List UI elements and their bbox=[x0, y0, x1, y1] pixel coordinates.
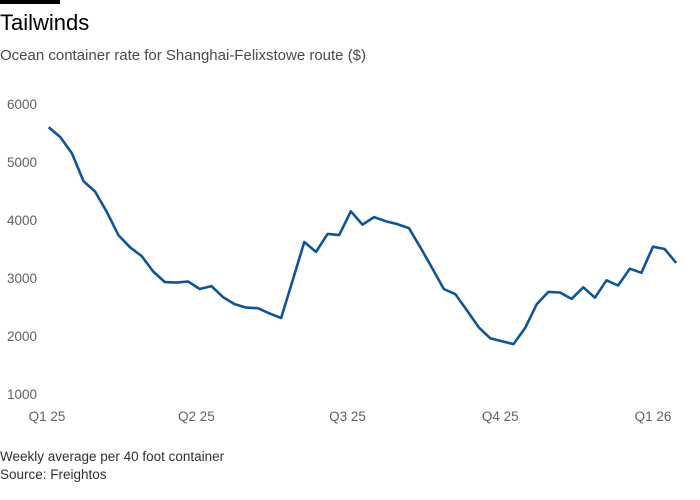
y-tick-label: 3000 bbox=[7, 271, 37, 286]
footnote: Weekly average per 40 foot container bbox=[0, 449, 225, 464]
brand-bar bbox=[0, 0, 60, 4]
x-tick-label: Q2 25 bbox=[178, 409, 215, 424]
x-tick-label: Q1 26 bbox=[635, 409, 672, 424]
y-tick-label: 5000 bbox=[7, 155, 37, 170]
y-tick-label: 2000 bbox=[7, 329, 37, 344]
chart-subtitle: Ocean container rate for Shanghai-Felixs… bbox=[0, 47, 367, 64]
x-tick-label: Q1 25 bbox=[29, 409, 66, 424]
series-line bbox=[47, 126, 678, 346]
y-tick-label: 6000 bbox=[7, 97, 37, 112]
y-tick-label: 4000 bbox=[7, 213, 37, 228]
source: Source: Freightos bbox=[0, 467, 107, 482]
x-tick-label: Q4 25 bbox=[482, 409, 519, 424]
x-tick-label: Q3 25 bbox=[329, 409, 366, 424]
y-tick-label: 1000 bbox=[7, 387, 37, 402]
line-chart: 6000 5000 4000 3000 2000 1000 Q1 25 Q2 25 Q3 25… bbox=[7, 97, 678, 424]
chart-title: Tailwinds bbox=[0, 10, 90, 35]
